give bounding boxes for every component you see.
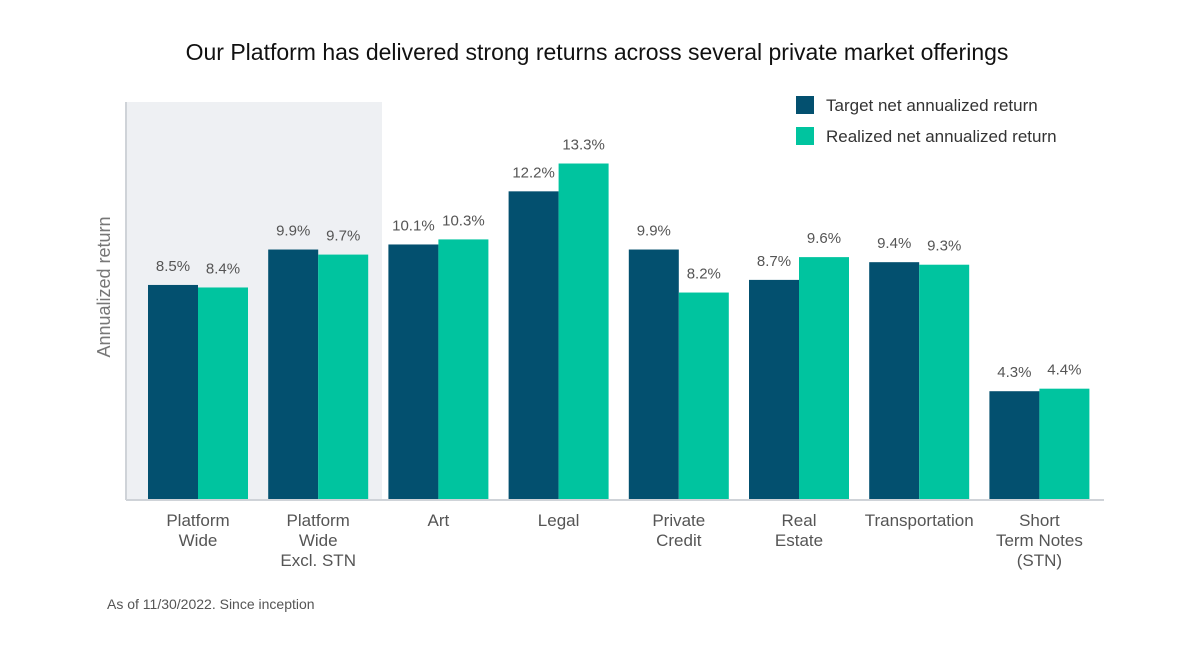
- category-label-5: Real Estate: [775, 511, 823, 550]
- bar-realized-3: [558, 163, 609, 500]
- value-label-realized-5: 9.6%: [807, 230, 841, 247]
- legend-label-target: Target net annualized return: [826, 96, 1038, 115]
- category-labels-group: Platform Wide Platform Wide Excl. STN Art Lega…: [166, 511, 1083, 570]
- legend-swatch-target: [796, 96, 814, 114]
- category-label-3: Legal: [538, 511, 580, 530]
- bar-target-2: [388, 244, 439, 500]
- value-label-realized-2: 10.3%: [442, 212, 485, 229]
- bar-target-3: [508, 191, 559, 500]
- value-label-target-1: 9.9%: [276, 223, 310, 240]
- footnote: As of 11/30/2022. Since inception: [107, 596, 315, 612]
- bars-group: [148, 163, 1090, 500]
- value-label-target-2: 10.1%: [392, 217, 435, 234]
- bar-realized-4: [678, 292, 729, 500]
- bar-target-5: [749, 279, 799, 500]
- value-label-realized-4: 8.2%: [687, 266, 721, 283]
- value-label-realized-1: 9.7%: [326, 228, 360, 245]
- chart-title: Our Platform has delivered strong return…: [186, 39, 1009, 65]
- legend: Target net annualized return Realized ne…: [796, 96, 1057, 146]
- value-label-realized-3: 13.3%: [562, 137, 605, 154]
- value-label-target-5: 8.7%: [757, 253, 791, 270]
- y-axis-label: Annualized return: [94, 216, 114, 357]
- bar-target-1: [268, 249, 319, 500]
- legend-label-realized: Realized net annualized return: [826, 127, 1057, 146]
- value-label-target-7: 4.3%: [997, 364, 1031, 381]
- category-label-6: Transportation: [865, 511, 974, 530]
- value-label-realized-7: 4.4%: [1047, 362, 1081, 379]
- category-label-2: Art: [428, 511, 450, 530]
- category-label-7: Short Term Notes (STN): [996, 511, 1083, 570]
- bar-realized-5: [799, 257, 849, 500]
- value-label-target-6: 9.4%: [877, 235, 911, 252]
- value-label-target-3: 12.2%: [512, 164, 555, 181]
- bar-target-4: [628, 249, 679, 500]
- bar-target-6: [869, 262, 920, 500]
- bar-target-7: [989, 391, 1040, 500]
- category-label-4: Private Credit: [652, 511, 705, 550]
- bar-target-0: [148, 284, 198, 500]
- category-label-1: Platform Wide Excl. STN: [280, 511, 356, 570]
- bar-realized-0: [198, 287, 248, 500]
- category-label-0: Platform Wide: [166, 511, 229, 550]
- bar-realized-6: [919, 264, 970, 500]
- bar-realized-7: [1039, 388, 1090, 500]
- value-labels-group: 8.5% 8.4% 9.9% 9.7% 10.1% 10.3% 12.2% 13.3% 9.9%…: [156, 137, 1082, 382]
- bar-realized-1: [318, 254, 369, 500]
- value-label-realized-0: 8.4%: [206, 260, 240, 277]
- value-label-realized-6: 9.3%: [927, 238, 961, 255]
- legend-swatch-realized: [796, 127, 814, 145]
- value-label-target-0: 8.5%: [156, 258, 190, 275]
- value-label-target-4: 9.9%: [637, 223, 671, 240]
- bar-realized-2: [438, 239, 489, 500]
